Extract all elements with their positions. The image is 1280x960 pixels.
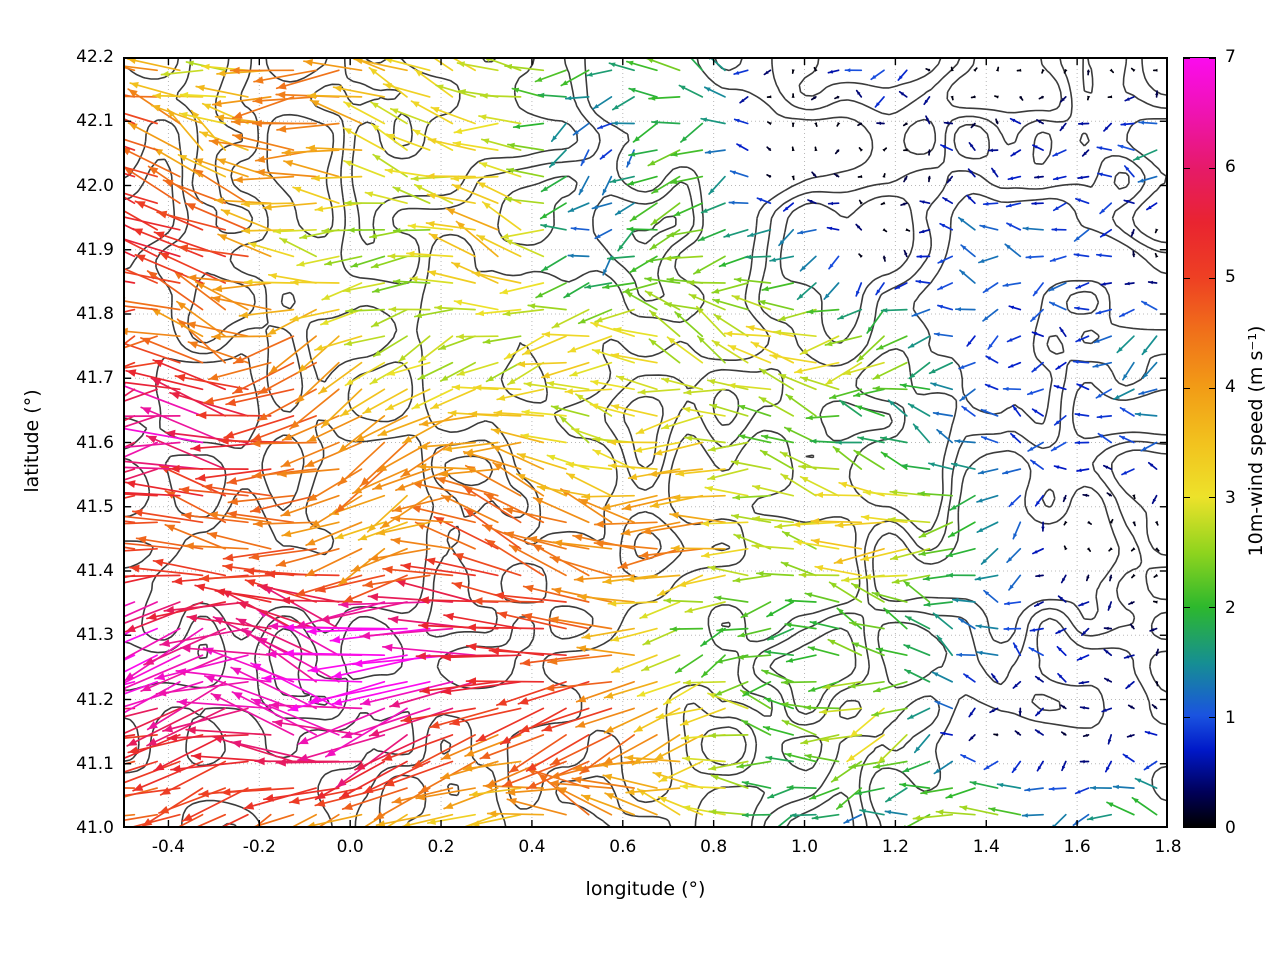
x-tick-label: 1.6 bbox=[1063, 837, 1091, 857]
colorbar-tick-label: 0 bbox=[1225, 818, 1236, 838]
quiver-plot bbox=[123, 57, 1168, 828]
colorbar-tick-mark bbox=[1184, 497, 1190, 499]
colorbar-tick-label: 6 bbox=[1225, 157, 1236, 178]
x-tick-label: -0.4 bbox=[151, 837, 185, 857]
colorbar-tick-mark bbox=[1209, 607, 1215, 609]
colorbar-tick-mark bbox=[1209, 497, 1215, 499]
colorbar-tick-mark bbox=[1184, 277, 1190, 279]
x-axis-label: longitude (°) bbox=[585, 878, 706, 900]
colorbar-tick-mark bbox=[1209, 387, 1215, 389]
colorbar-tick-mark bbox=[1184, 717, 1190, 719]
colorbar-tick-mark bbox=[1184, 387, 1190, 389]
colorbar-tick-mark bbox=[1184, 607, 1190, 609]
x-tick-label: 1.2 bbox=[881, 837, 909, 857]
colorbar-label: 10m-wind speed (m s⁻¹) bbox=[1245, 325, 1267, 557]
colorbar-tick-mark bbox=[1209, 167, 1215, 169]
x-tick-label: -0.2 bbox=[242, 837, 276, 857]
colorbar-tick-mark bbox=[1184, 58, 1190, 59]
x-tick-label: 0.2 bbox=[427, 837, 455, 857]
y-tick-label: 42.1 bbox=[76, 111, 114, 132]
colorbar-tick-label: 4 bbox=[1225, 377, 1236, 398]
x-tick-label: 0.4 bbox=[518, 837, 546, 857]
x-tick-label: 1.8 bbox=[1154, 837, 1182, 857]
colorbar-tick-label: 7 bbox=[1225, 47, 1236, 67]
y-tick-label: 41.0 bbox=[76, 818, 114, 838]
y-tick-label: 42.0 bbox=[76, 175, 114, 196]
y-tick-label: 41.9 bbox=[76, 239, 114, 260]
y-axis-label: latitude (°) bbox=[21, 389, 43, 493]
x-tick-label: 0.0 bbox=[336, 837, 364, 857]
x-tick-label: 0.8 bbox=[700, 837, 728, 857]
colorbar-tick-mark bbox=[1184, 826, 1190, 827]
x-tick-label: 1.0 bbox=[790, 837, 819, 857]
colorbar bbox=[1183, 57, 1216, 828]
colorbar-tick-label: 5 bbox=[1225, 267, 1236, 288]
y-tick-label: 41.7 bbox=[76, 368, 114, 389]
y-tick-label: 41.2 bbox=[76, 689, 114, 710]
colorbar-tick-label: 2 bbox=[1225, 597, 1236, 618]
y-tick-label: 41.8 bbox=[76, 304, 114, 324]
colorbar-tick-mark bbox=[1209, 717, 1215, 719]
y-tick-label: 41.5 bbox=[76, 496, 114, 517]
colorbar-tick-mark bbox=[1184, 167, 1190, 169]
colorbar-tick-label: 3 bbox=[1225, 487, 1236, 508]
colorbar-tick-mark bbox=[1209, 826, 1215, 827]
y-tick-label: 41.4 bbox=[76, 561, 114, 581]
colorbar-tick-mark bbox=[1209, 277, 1215, 279]
y-tick-label: 41.6 bbox=[76, 432, 114, 453]
x-tick-label: 1.4 bbox=[972, 837, 1000, 857]
x-tick-label: 0.6 bbox=[609, 837, 637, 857]
colorbar-tick-mark bbox=[1209, 58, 1215, 59]
y-tick-label: 42.2 bbox=[76, 47, 114, 67]
colorbar-tick-label: 1 bbox=[1225, 707, 1236, 728]
y-tick-label: 41.3 bbox=[76, 625, 114, 646]
y-tick-label: 41.1 bbox=[76, 753, 114, 774]
